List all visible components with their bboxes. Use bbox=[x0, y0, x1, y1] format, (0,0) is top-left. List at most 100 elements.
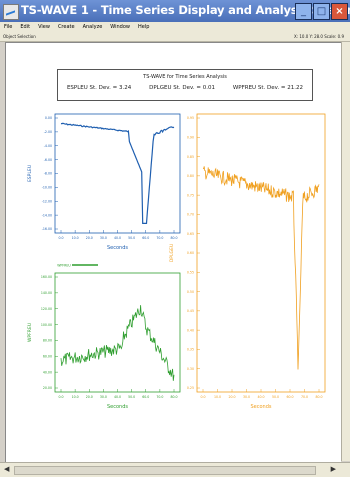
y-tick-label: 120.00 bbox=[41, 307, 52, 311]
y-axis-label: DPLGEU bbox=[169, 244, 175, 262]
y-tick-label: 0.00 bbox=[45, 116, 52, 120]
y-tick-label: -6.00 bbox=[44, 158, 52, 162]
title-bar[interactable]: TS-WAVE 1 - Time Series Display and Anal… bbox=[0, 0, 350, 23]
x-axis-label: Seconds bbox=[107, 404, 128, 410]
menu-create[interactable]: Create bbox=[57, 24, 75, 30]
y-tick-label: -8.00 bbox=[44, 172, 52, 176]
y-axis-label: ESPLEU bbox=[27, 165, 33, 182]
status-bar: Object Selection X: 10.0 Y: 28.0 Scale: … bbox=[0, 33, 350, 42]
y-axis-label: WPFREU bbox=[27, 323, 33, 342]
menu-help[interactable]: Help bbox=[137, 24, 150, 30]
y-tick-label: 0.60 bbox=[187, 251, 194, 255]
y-tick-label: 20.00 bbox=[43, 386, 52, 390]
window-controls: _ □ × bbox=[295, 3, 348, 20]
y-tick-label: 0.25 bbox=[187, 386, 194, 390]
series-line bbox=[60, 122, 175, 224]
x-tick-label: 70.0 bbox=[301, 395, 308, 399]
x-tick-label: 20.0 bbox=[86, 236, 93, 240]
x-tick-label: 10.0 bbox=[72, 395, 79, 399]
app-logo-icon bbox=[3, 4, 19, 20]
x-tick-label: 40.0 bbox=[114, 236, 121, 240]
x-tick-label: 30.0 bbox=[243, 395, 250, 399]
x-tick-label: 10.0 bbox=[214, 395, 221, 399]
maximize-button[interactable]: □ bbox=[313, 3, 330, 20]
stat-wpfreu: WPFREU St. Dev. = 21.22 bbox=[232, 85, 304, 91]
vertical-scrollbar[interactable] bbox=[341, 42, 350, 461]
y-tick-label: 100.00 bbox=[41, 323, 52, 327]
y-tick-label: 140.00 bbox=[41, 291, 52, 295]
menu-edit[interactable]: Edit bbox=[20, 24, 31, 30]
y-tick-label: 0.50 bbox=[187, 290, 194, 294]
y-tick-label: 0.95 bbox=[187, 116, 194, 120]
y-tick-label: 40.00 bbox=[43, 370, 52, 374]
x-tick-label: 50.0 bbox=[128, 236, 135, 240]
x-axis-label: Seconds bbox=[107, 245, 128, 251]
x-tick-label: 0.0 bbox=[200, 395, 205, 399]
menu-window[interactable]: Window bbox=[110, 24, 130, 30]
x-tick-label: 30.0 bbox=[100, 236, 107, 240]
y-tick-label: -2.00 bbox=[44, 130, 52, 134]
y-tick-label: 0.30 bbox=[187, 367, 194, 371]
scroll-right-icon[interactable]: ▶ bbox=[330, 465, 336, 473]
y-tick-label: -10.00 bbox=[42, 186, 52, 190]
x-tick-label: 40.0 bbox=[114, 395, 121, 399]
window-title: TS-WAVE 1 - Time Series Display and Anal… bbox=[21, 3, 350, 17]
x-tick-label: 50.0 bbox=[272, 395, 279, 399]
x-tick-label: 40.0 bbox=[257, 395, 264, 399]
x-tick-label: 70.0 bbox=[156, 395, 163, 399]
y-tick-label: -14.00 bbox=[42, 213, 52, 217]
x-tick-label: 20.0 bbox=[86, 395, 93, 399]
stat-espleu: ESPLEU St. Dev. = 3.24 bbox=[66, 85, 132, 91]
y-tick-label: 0.80 bbox=[187, 174, 194, 178]
plot-frame bbox=[54, 272, 181, 393]
series-line bbox=[60, 305, 175, 381]
menu-file[interactable]: File bbox=[4, 24, 13, 30]
y-tick-label: -16.00 bbox=[42, 227, 52, 231]
plot-frame bbox=[196, 113, 326, 393]
x-tick-label: 70.0 bbox=[156, 236, 163, 240]
summary-stats: ESPLEU St. Dev. = 3.24 DPLGEU St. Dev. =… bbox=[58, 85, 312, 91]
minimize-button[interactable]: _ bbox=[295, 3, 312, 20]
plot-frame bbox=[54, 113, 181, 234]
scroll-left-icon[interactable]: ◀ bbox=[4, 465, 10, 473]
y-tick-label: -4.00 bbox=[44, 144, 52, 148]
summary-title: TS-WAVE for Time Series Analysis bbox=[143, 74, 227, 80]
x-tick-label: 80.0 bbox=[170, 395, 177, 399]
menu-view[interactable]: View bbox=[38, 24, 50, 30]
scroll-thumb[interactable] bbox=[14, 466, 316, 475]
x-tick-label: 80.0 bbox=[170, 236, 177, 240]
series-line bbox=[202, 166, 320, 370]
status-mode: Object Selection bbox=[3, 34, 36, 39]
legend-label: WPFREU bbox=[57, 264, 71, 268]
x-axis-label: Seconds bbox=[250, 404, 271, 410]
y-tick-label: 60.00 bbox=[43, 354, 52, 358]
y-tick-label: 0.55 bbox=[187, 270, 194, 274]
x-tick-label: 60.0 bbox=[142, 395, 149, 399]
y-tick-label: 0.90 bbox=[187, 135, 194, 139]
x-tick-label: 80.0 bbox=[315, 395, 322, 399]
analysis-summary-box[interactable]: TS-WAVE for Time Series Analysis ESPLEU … bbox=[57, 69, 313, 101]
y-tick-label: 0.65 bbox=[187, 232, 194, 236]
x-tick-label: 0.0 bbox=[58, 236, 63, 240]
y-tick-label: 0.75 bbox=[187, 193, 194, 197]
y-tick-label: 160.00 bbox=[41, 275, 52, 279]
y-tick-label: 0.70 bbox=[187, 213, 194, 217]
y-tick-label: 0.45 bbox=[187, 309, 194, 313]
x-tick-label: 20.0 bbox=[228, 395, 235, 399]
status-coords: X: 10.0 Y: 28.0 Scale: 0.9 bbox=[294, 34, 344, 39]
x-tick-label: 60.0 bbox=[142, 236, 149, 240]
x-tick-label: 10.0 bbox=[72, 236, 79, 240]
y-tick-label: -12.00 bbox=[42, 199, 52, 203]
stat-dplgeu: DPLGEU St. Dev. = 0.01 bbox=[149, 85, 215, 91]
x-tick-label: 30.0 bbox=[100, 395, 107, 399]
y-tick-label: 0.35 bbox=[187, 348, 194, 352]
horizontal-scrollbar[interactable]: ◀ ▶ bbox=[0, 462, 350, 477]
close-button[interactable]: × bbox=[331, 3, 348, 20]
x-tick-label: 50.0 bbox=[128, 395, 135, 399]
y-tick-label: 80.00 bbox=[43, 339, 52, 343]
menu-analyze[interactable]: Analyze bbox=[82, 24, 103, 30]
x-tick-label: 0.0 bbox=[58, 395, 63, 399]
x-tick-label: 60.0 bbox=[286, 395, 293, 399]
